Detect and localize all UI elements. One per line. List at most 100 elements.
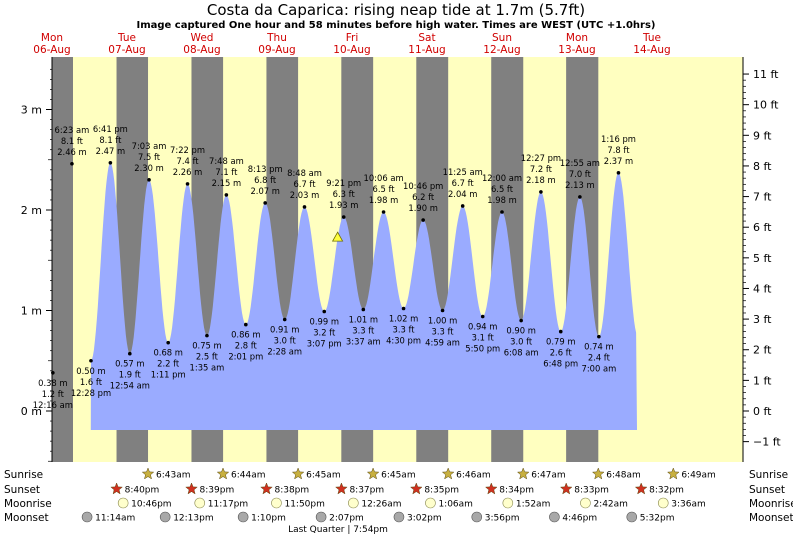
tide-m-label: 2.37 m (604, 156, 633, 166)
tide-m-label: 2.04 m (448, 189, 477, 199)
moonrise-time-label: 11:17pm (208, 500, 248, 510)
moonrise-time-label: 3:36am (671, 500, 706, 510)
moonrise-icon (657, 497, 669, 509)
sunrise-time-label: 6:49am (681, 471, 716, 481)
tide-ft-label: 3.1 ft (472, 333, 495, 343)
tide-point (440, 308, 445, 313)
tide-time-label: 7:03 am (132, 141, 167, 151)
tide-m-label: 2.26 m (173, 167, 202, 177)
moonset-time-label: 2:07pm (329, 514, 364, 524)
moonrise-icon (425, 497, 436, 509)
astro-rows: Sunrise Sunrise Sunset Sunset Moonrise Moonri… (4, 467, 793, 524)
tide-ft-label: 2.2 ft (157, 359, 180, 369)
tide-point (460, 204, 465, 208)
night-band (52, 57, 73, 462)
moonrise-time-label: 2:42am (593, 500, 628, 510)
tide-time-label: 12:00 am (482, 173, 522, 183)
ft-tick-label: 4 ft (753, 282, 772, 295)
ft-tick-label: 11 ft (753, 68, 779, 81)
day-date-label: 06-Aug (33, 44, 70, 56)
sunset-icon (335, 482, 348, 495)
tide-m-label: 0.38 m (38, 378, 67, 388)
tide-m-label: 1.02 m (389, 313, 418, 323)
tide-time-label: 12:27 pm (521, 153, 561, 163)
tide-m-label: 1.90 m (408, 203, 437, 213)
tide-point (597, 334, 601, 339)
moonrise-time-label: 1:52am (516, 500, 551, 510)
tide-point (205, 333, 209, 338)
tide-time-label: 7:48 am (209, 156, 244, 166)
tide-time-label: 3:37 am (346, 336, 381, 346)
m-tick-label: 0 m (21, 405, 42, 418)
tide-m-label: 0.74 m (584, 342, 613, 352)
tide-time-label: 2:01 pm (228, 352, 263, 362)
moonrise-icon (502, 497, 514, 509)
tide-m-label: 1.01 m (349, 314, 378, 324)
ft-tick-label: 2 ft (753, 344, 772, 357)
tide-time-label: 8:13 pm (248, 164, 283, 174)
astro-row-label-right: Sunrise (749, 469, 788, 481)
moonset-time-label: 3:02pm (407, 514, 442, 524)
tide-point (322, 309, 327, 314)
tide-time-label: 12:16 am (33, 400, 73, 410)
tide-time-label: 4:30 pm (386, 335, 421, 345)
tide-point (421, 218, 425, 222)
tide-ft-label: 2.6 ft (550, 348, 573, 358)
tide-time-label: 3:07 pm (307, 339, 342, 349)
tide-point (263, 201, 267, 205)
tide-time-label: 9:21 pm (326, 178, 361, 188)
tide-ft-label: 6.7 ft (452, 178, 475, 188)
tide-time-label: 10:06 am (364, 173, 404, 183)
astro-row-label-right: Sunset (749, 484, 785, 496)
moonset-icon (81, 511, 93, 523)
sunset-icon (634, 482, 648, 495)
tide-ft-label: 7.5 ft (138, 152, 161, 162)
day-date-label: 12-Aug (483, 44, 520, 56)
astro-row-label-left: Sunset (4, 484, 40, 496)
tide-point (401, 306, 406, 311)
moonset-icon (159, 511, 171, 523)
tide-time-label: 12:54 am (110, 381, 150, 391)
moonrise-icon (271, 497, 282, 509)
tide-time-label: 6:08 am (504, 348, 539, 358)
tide-point (558, 329, 563, 334)
sunset-time-label: 8:37pm (349, 486, 384, 496)
tide-ft-label: 3.3 ft (393, 324, 416, 334)
tide-m-label: 2.07 m (250, 186, 279, 196)
moonset-time-label: 4:46pm (562, 514, 597, 524)
day-date-label: 13-Aug (558, 44, 595, 56)
day-labels: Mon06-AugTue07-AugWed08-AugThu09-AugFri1… (33, 32, 670, 56)
tide-time-label: 4:59 am (425, 338, 460, 348)
ft-tick-label: 3 ft (753, 313, 772, 326)
moonset-time-label: 11:14am (95, 514, 135, 524)
tide-curve-area (90, 162, 638, 431)
astro-row-label-left: Moonrise (4, 498, 52, 510)
tide-point (185, 182, 190, 186)
m-tick-label: 1 m (21, 305, 42, 318)
astro-row-label-left: Sunrise (4, 469, 43, 481)
moon-phase-note: Last Quarter | 7:54pm (288, 525, 388, 535)
tide-point (128, 351, 132, 356)
tide-ft-label: 3.0 ft (510, 337, 533, 347)
tide-ft-label: 3.3 ft (432, 327, 455, 337)
m-tick-label: 3 m (21, 104, 42, 117)
day-date-label: 10-Aug (333, 44, 370, 56)
moonrise-icon (580, 497, 591, 509)
tide-point (70, 161, 74, 166)
tide-point (244, 322, 248, 327)
tide-point (166, 340, 170, 345)
tide-ft-label: 6.5 ft (373, 184, 396, 194)
tide-ft-label: 6.5 ft (491, 184, 514, 194)
ft-tick-label: 9 ft (753, 129, 772, 142)
tide-point (616, 171, 621, 175)
ft-tick-label: 5 ft (753, 252, 772, 265)
tide-point (381, 210, 386, 214)
day-name-label: Tue (117, 32, 136, 44)
ft-tick-label: 1 ft (753, 374, 772, 387)
tide-time-label: 1:11 pm (151, 370, 186, 380)
tide-time-label: 7:22 pm (170, 145, 205, 155)
day-name-label: Sun (492, 32, 512, 44)
sunset-icon (110, 482, 123, 495)
tide-time-label: 2:28 am (267, 347, 302, 357)
